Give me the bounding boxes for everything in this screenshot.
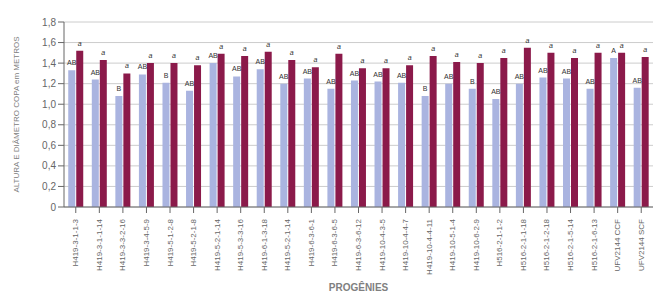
svg-text:AB: AB [538, 67, 548, 74]
svg-text:H419-5-2-1-14: H419-5-2-1-14 [213, 218, 222, 271]
svg-text:PROGÊNIES: PROGÊNIES [329, 281, 389, 293]
svg-text:H419-3-1-1-3: H419-3-1-1-3 [71, 218, 80, 266]
svg-text:a: a [620, 42, 624, 49]
svg-text:a: a [361, 57, 365, 64]
svg-text:H419-10-4-3-5: H419-10-4-3-5 [378, 218, 387, 271]
svg-text:H516-2-1-2-18: H516-2-1-2-18 [542, 218, 551, 271]
svg-text:AB: AB [185, 80, 195, 87]
svg-text:AB: AB [585, 78, 595, 85]
svg-text:0,6: 0,6 [42, 140, 56, 151]
svg-text:a: a [313, 56, 317, 63]
svg-text:a: a [266, 41, 270, 48]
svg-text:a: a [125, 62, 129, 69]
svg-text:H419-10-4-4-7: H419-10-4-4-7 [401, 218, 410, 271]
svg-text:UFV2144 SCF: UFV2144 SCF [637, 219, 646, 271]
svg-text:a: a [573, 47, 577, 54]
svg-text:H419-6-1-3-18: H419-6-1-3-18 [260, 218, 269, 271]
svg-text:a: a [384, 57, 388, 64]
svg-text:a: a [408, 54, 412, 61]
svg-text:H516-2-1-5-14: H516-2-1-5-14 [566, 218, 575, 271]
svg-text:a: a [478, 52, 482, 59]
svg-text:a: a [219, 43, 223, 50]
svg-text:a: a [101, 49, 105, 56]
svg-text:a: a [172, 52, 176, 59]
svg-text:AB: AB [373, 71, 383, 78]
svg-text:1,8: 1,8 [42, 17, 56, 28]
svg-text:a: a [525, 37, 529, 44]
svg-text:A: A [611, 47, 616, 54]
svg-text:a: a [431, 45, 435, 52]
svg-text:a: a [596, 42, 600, 49]
svg-text:0,2: 0,2 [42, 181, 56, 192]
svg-text:H419-5-1-2-8: H419-5-1-2-8 [166, 218, 175, 266]
svg-text:a: a [549, 42, 553, 49]
svg-text:H516-2-1-1-18: H516-2-1-1-18 [519, 218, 528, 271]
svg-text:a: a [243, 45, 247, 52]
svg-text:a: a [290, 49, 294, 56]
svg-text:1,0: 1,0 [42, 99, 56, 110]
svg-text:a: a [196, 54, 200, 61]
svg-text:AB: AB [303, 68, 313, 75]
svg-text:B: B [117, 85, 122, 92]
svg-text:H419-10-5-1-4: H419-10-5-1-4 [448, 218, 457, 271]
svg-text:AB: AB [633, 77, 643, 84]
svg-text:AB: AB [397, 72, 407, 79]
svg-text:AB: AB [256, 58, 266, 65]
svg-text:AB: AB [232, 65, 242, 72]
svg-text:a: a [502, 47, 506, 54]
svg-text:a: a [78, 40, 82, 47]
svg-text:AB: AB [444, 73, 454, 80]
svg-text:a: a [643, 46, 647, 53]
svg-text:1,2: 1,2 [42, 78, 56, 89]
svg-text:H516-2-1-6-13: H516-2-1-6-13 [590, 218, 599, 271]
svg-text:a: a [455, 51, 459, 58]
svg-text:B: B [423, 85, 428, 92]
svg-text:H419-6-3-6-12: H419-6-3-6-12 [354, 218, 363, 271]
svg-text:H419-10-6-2-9: H419-10-6-2-9 [472, 218, 481, 271]
svg-text:AB: AB [491, 88, 501, 95]
svg-text:0,8: 0,8 [42, 119, 56, 130]
svg-text:AB: AB [350, 70, 360, 77]
svg-text:H419-3-1-1-14: H419-3-1-1-14 [95, 218, 104, 271]
svg-text:H419-5-2-1-14: H419-5-2-1-14 [283, 218, 292, 271]
svg-text:H419-6-3-6-1: H419-6-3-6-1 [307, 218, 316, 266]
svg-text:H516-2-1-1-2: H516-2-1-1-2 [495, 218, 504, 266]
svg-text:ALTURA E DIÂMETRO COPA em METR: ALTURA E DIÂMETRO COPA em METROS [12, 36, 21, 192]
svg-text:1,6: 1,6 [42, 37, 56, 48]
svg-text:UFV2144 CCF: UFV2144 CCF [613, 219, 622, 272]
svg-text:H419-3-4-5-9: H419-3-4-5-9 [142, 218, 151, 266]
svg-text:H419-5-2-1-8: H419-5-2-1-8 [189, 218, 198, 266]
svg-text:AB: AB [279, 73, 289, 80]
svg-text:AB: AB [91, 69, 101, 76]
svg-text:AB: AB [562, 68, 572, 75]
svg-text:1,4: 1,4 [42, 58, 56, 69]
svg-text:a: a [337, 43, 341, 50]
svg-text:AB: AB [515, 73, 525, 80]
svg-text:B: B [470, 78, 475, 85]
svg-text:0: 0 [50, 202, 56, 213]
svg-text:H419-3-3-2-16: H419-3-3-2-16 [118, 218, 127, 271]
svg-text:AB: AB [326, 78, 336, 85]
svg-text:AB: AB [67, 59, 77, 66]
svg-text:AB: AB [138, 63, 148, 70]
svg-text:H419-6-3-6-5: H419-6-3-6-5 [330, 218, 339, 266]
svg-text:H419-10-4-4-11: H419-10-4-4-11 [425, 218, 434, 274]
svg-text:a: a [148, 52, 152, 59]
svg-text:AB: AB [208, 52, 218, 59]
svg-text:H419-5-3-3-16: H419-5-3-3-16 [236, 218, 245, 271]
svg-text:0,4: 0,4 [42, 160, 56, 171]
svg-text:B: B [164, 72, 169, 79]
